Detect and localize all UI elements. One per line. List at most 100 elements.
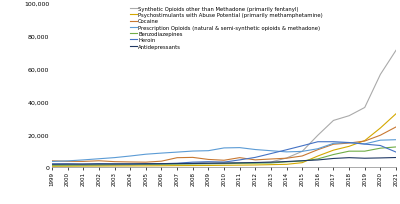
Cocaine (159, 160, 164, 163)
Synthetic Opioids other than Methadone (primarily fentanyl) (175, 162, 180, 165)
Heroin (300, 145, 304, 147)
Antidepressants (394, 156, 398, 159)
Heroin (144, 163, 148, 165)
Line: Cocaine: Cocaine (52, 127, 396, 162)
Synthetic Opioids other than Methadone (primarily fentanyl) (190, 162, 195, 164)
Cocaine (50, 160, 54, 162)
Cocaine (65, 160, 70, 163)
Synthetic Opioids other than Methadone (primarily fentanyl) (378, 74, 383, 76)
Synthetic Opioids other than Methadone (primarily fentanyl) (284, 157, 289, 160)
Psychostimulants with Abuse Potential (primarily methamphetamine) (50, 165, 54, 168)
Cocaine (175, 157, 180, 159)
Antidepressants (378, 157, 383, 159)
Prescription Opioids (natural & semi-synthetic opioids & methadone) (378, 139, 383, 142)
Psychostimulants with Abuse Potential (primarily methamphetamine) (222, 164, 226, 167)
Antidepressants (65, 163, 70, 166)
Benzodiazepines (81, 164, 86, 166)
Prescription Opioids (natural & semi-synthetic opioids & methadone) (347, 142, 352, 144)
Heroin (175, 162, 180, 165)
Line: Benzodiazepines: Benzodiazepines (52, 147, 396, 165)
Prescription Opioids (natural & semi-synthetic opioids & methadone) (362, 143, 367, 145)
Prescription Opioids (natural & semi-synthetic opioids & methadone) (206, 150, 211, 152)
Benzodiazepines (394, 146, 398, 149)
Psychostimulants with Abuse Potential (primarily methamphetamine) (206, 164, 211, 167)
Antidepressants (96, 163, 101, 165)
Antidepressants (237, 162, 242, 164)
Antidepressants (206, 162, 211, 165)
Heroin (394, 151, 398, 154)
Synthetic Opioids other than Methadone (primarily fentanyl) (65, 165, 70, 167)
Line: Prescription Opioids (natural & semi-synthetic opioids & methadone): Prescription Opioids (natural & semi-syn… (52, 140, 396, 162)
Heroin (50, 163, 54, 165)
Heroin (253, 156, 258, 159)
Line: Synthetic Opioids other than Methadone (primarily fentanyl): Synthetic Opioids other than Methadone (… (52, 51, 396, 166)
Cocaine (268, 158, 273, 160)
Antidepressants (331, 157, 336, 160)
Antidepressants (316, 159, 320, 161)
Psychostimulants with Abuse Potential (primarily methamphetamine) (300, 162, 304, 164)
Cocaine (144, 161, 148, 164)
Prescription Opioids (natural & semi-synthetic opioids & methadone) (96, 158, 101, 160)
Cocaine (300, 155, 304, 157)
Prescription Opioids (natural & semi-synthetic opioids & methadone) (65, 160, 70, 162)
Heroin (112, 163, 117, 165)
Benzodiazepines (222, 163, 226, 165)
Cocaine (362, 140, 367, 143)
Benzodiazepines (300, 160, 304, 162)
Synthetic Opioids other than Methadone (primarily fentanyl) (50, 165, 54, 167)
Legend: Synthetic Opioids other than Methadone (primarily fentanyl), Psychostimulants wi: Synthetic Opioids other than Methadone (… (130, 7, 323, 49)
Antidepressants (347, 157, 352, 159)
Prescription Opioids (natural & semi-synthetic opioids & methadone) (175, 151, 180, 154)
Cocaine (206, 159, 211, 161)
Benzodiazepines (112, 164, 117, 166)
Psychostimulants with Abuse Potential (primarily methamphetamine) (144, 165, 148, 167)
Antidepressants (268, 161, 273, 164)
Prescription Opioids (natural & semi-synthetic opioids & methadone) (394, 139, 398, 141)
Synthetic Opioids other than Methadone (primarily fentanyl) (300, 150, 304, 153)
Benzodiazepines (190, 163, 195, 165)
Psychostimulants with Abuse Potential (primarily methamphetamine) (65, 165, 70, 167)
Antidepressants (284, 161, 289, 163)
Cocaine (96, 160, 101, 162)
Psychostimulants with Abuse Potential (primarily methamphetamine) (316, 155, 320, 157)
Benzodiazepines (237, 162, 242, 165)
Psychostimulants with Abuse Potential (primarily methamphetamine) (190, 164, 195, 167)
Synthetic Opioids other than Methadone (primarily fentanyl) (316, 134, 320, 137)
Psychostimulants with Abuse Potential (primarily methamphetamine) (175, 165, 180, 167)
Heroin (362, 143, 367, 146)
Synthetic Opioids other than Methadone (primarily fentanyl) (268, 161, 273, 163)
Benzodiazepines (316, 158, 320, 160)
Prescription Opioids (natural & semi-synthetic opioids & methadone) (284, 151, 289, 153)
Cocaine (190, 156, 195, 159)
Cocaine (378, 134, 383, 137)
Heroin (206, 161, 211, 163)
Benzodiazepines (378, 147, 383, 150)
Prescription Opioids (natural & semi-synthetic opioids & methadone) (253, 149, 258, 151)
Antidepressants (112, 163, 117, 165)
Benzodiazepines (206, 163, 211, 165)
Antidepressants (190, 162, 195, 165)
Benzodiazepines (128, 164, 132, 166)
Synthetic Opioids other than Methadone (primarily fentanyl) (237, 162, 242, 164)
Heroin (96, 163, 101, 165)
Line: Psychostimulants with Abuse Potential (primarily methamphetamine): Psychostimulants with Abuse Potential (p… (52, 114, 396, 166)
Synthetic Opioids other than Methadone (primarily fentanyl) (362, 107, 367, 109)
Cocaine (347, 142, 352, 145)
Benzodiazepines (159, 163, 164, 166)
Antidepressants (222, 162, 226, 165)
Psychostimulants with Abuse Potential (primarily methamphetamine) (128, 165, 132, 167)
Heroin (331, 141, 336, 143)
Prescription Opioids (natural & semi-synthetic opioids & methadone) (128, 155, 132, 157)
Benzodiazepines (362, 150, 367, 153)
Heroin (378, 145, 383, 147)
Benzodiazepines (144, 163, 148, 166)
Benzodiazepines (268, 162, 273, 164)
Psychostimulants with Abuse Potential (primarily methamphetamine) (112, 165, 117, 167)
Psychostimulants with Abuse Potential (primarily methamphetamine) (394, 113, 398, 115)
Heroin (237, 159, 242, 161)
Psychostimulants with Abuse Potential (primarily methamphetamine) (284, 163, 289, 166)
Prescription Opioids (natural & semi-synthetic opioids & methadone) (112, 157, 117, 159)
Prescription Opioids (natural & semi-synthetic opioids & methadone) (331, 142, 336, 145)
Synthetic Opioids other than Methadone (primarily fentanyl) (331, 120, 336, 122)
Prescription Opioids (natural & semi-synthetic opioids & methadone) (222, 147, 226, 149)
